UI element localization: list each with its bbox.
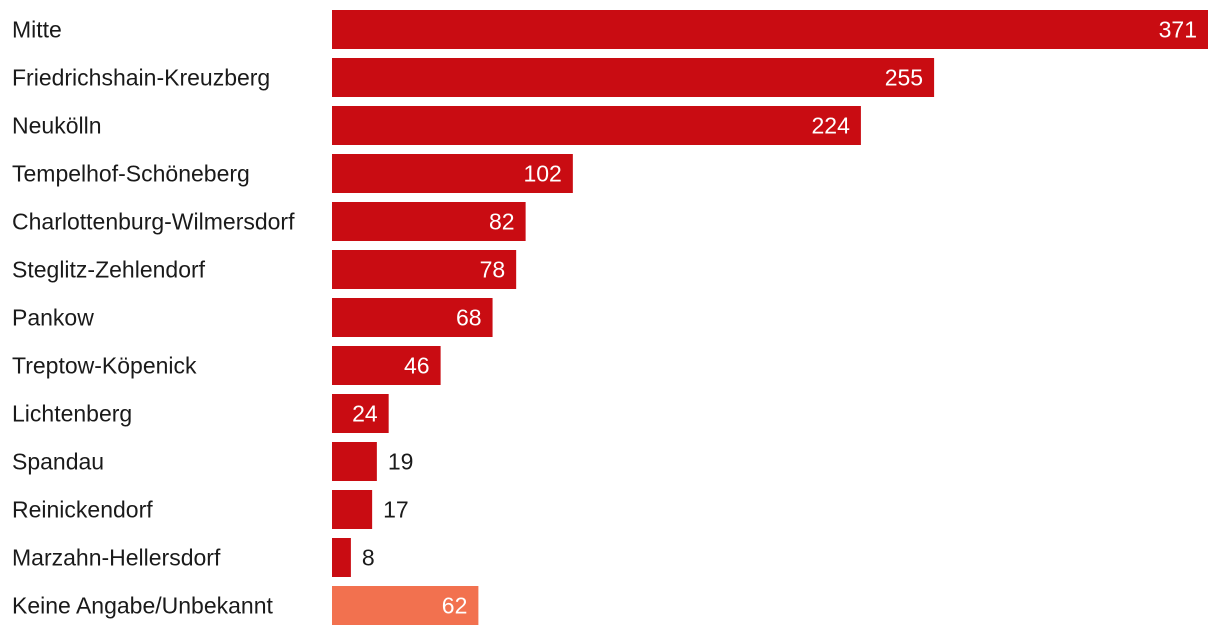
- value-label: 255: [885, 65, 923, 91]
- category-label: Pankow: [12, 305, 94, 331]
- bar: [332, 538, 351, 577]
- category-label: Keine Angabe/Unbekannt: [12, 593, 273, 619]
- bar: [332, 154, 573, 193]
- bar: [332, 202, 526, 241]
- value-label: 68: [456, 305, 482, 331]
- bar: [332, 346, 441, 385]
- category-label: Mitte: [12, 17, 62, 43]
- value-label: 17: [383, 497, 409, 523]
- category-label: Friedrichshain-Kreuzberg: [12, 65, 270, 91]
- category-label: Reinickendorf: [12, 497, 153, 523]
- value-label: 78: [480, 257, 506, 283]
- category-label: Tempelhof-Schöneberg: [12, 161, 250, 187]
- value-label: 224: [812, 113, 851, 139]
- bar: [332, 394, 389, 433]
- bar: [332, 586, 479, 625]
- bar: [332, 58, 935, 97]
- chart-rows: Mitte 371 Friedrichshain-Kreuzberg 255 Neukö…: [12, 10, 1208, 625]
- value-label: 8: [362, 545, 375, 571]
- value-label: 82: [489, 209, 515, 235]
- category-label: Spandau: [12, 449, 104, 475]
- bar: [332, 250, 517, 289]
- value-label: 24: [352, 401, 378, 427]
- category-label: Treptow-Köpenick: [12, 353, 197, 379]
- value-label: 371: [1159, 17, 1197, 43]
- value-label: 102: [523, 161, 561, 187]
- category-label: Steglitz-Zehlendorf: [12, 257, 206, 283]
- category-label: Neukölln: [12, 113, 102, 139]
- bar: [332, 10, 1208, 49]
- value-label: 19: [388, 449, 414, 475]
- value-label: 62: [442, 593, 468, 619]
- category-label: Marzahn-Hellersdorf: [12, 545, 221, 571]
- bar: [332, 490, 373, 529]
- bar: [332, 106, 861, 145]
- category-label: Charlottenburg-Wilmersdorf: [12, 209, 295, 235]
- bar: [332, 442, 377, 481]
- value-label: 46: [404, 353, 430, 379]
- bar: [332, 298, 493, 337]
- category-label: Lichtenberg: [12, 401, 132, 427]
